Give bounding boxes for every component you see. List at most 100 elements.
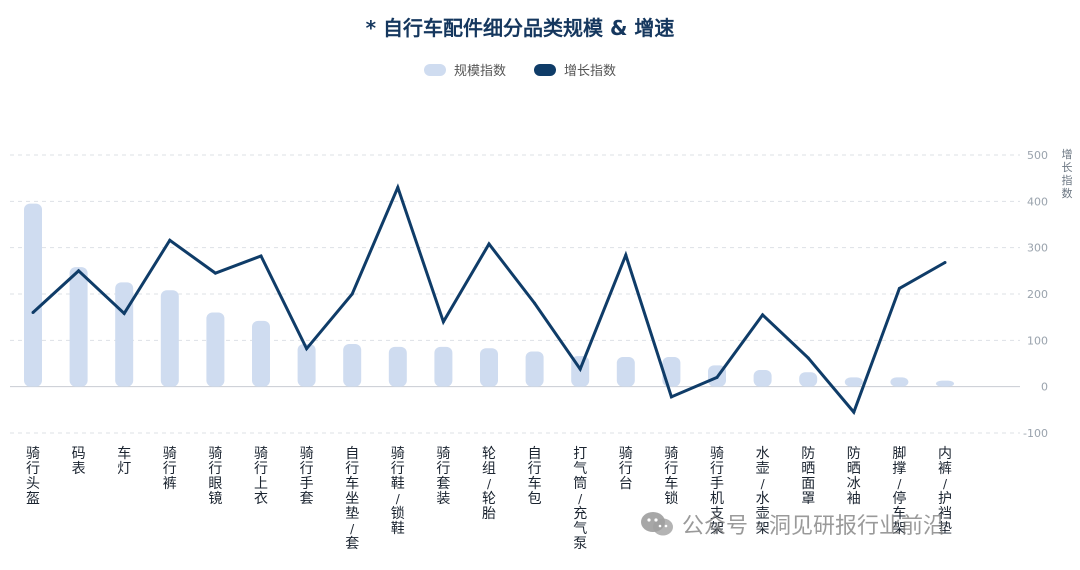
x-tick-label: 骑 [163, 446, 177, 462]
x-tick-label: 头 [26, 476, 40, 492]
x-tick-label: 自 [345, 446, 359, 462]
growth-point [669, 395, 673, 399]
x-tick-label: 机 [710, 491, 724, 507]
x-tick-label: 行 [436, 461, 450, 477]
x-tick-label: 骑 [436, 446, 450, 462]
x-tick-label: 胎 [482, 506, 496, 522]
x-tick-label: 架 [756, 521, 770, 537]
growth-point [624, 253, 628, 257]
x-tick-label: 防 [847, 446, 861, 462]
x-tick-label: 防 [801, 446, 815, 462]
x-tick-label: 包 [528, 491, 542, 507]
x-tick-label: 筒 [573, 475, 587, 492]
growth-point [578, 367, 582, 371]
x-tick-label: 行 [163, 461, 177, 477]
x-tick-label: 鞋 [391, 521, 405, 537]
x-tick-label: 脚 [892, 446, 906, 462]
x-tick-label: 行 [528, 461, 542, 477]
x-tick-label: 晒 [801, 461, 815, 477]
x-tick-label: 车 [345, 475, 359, 492]
x-tick-label: 气 [573, 521, 587, 537]
x-tick-label: 行 [710, 461, 724, 477]
x-tick-label: 架 [710, 521, 724, 537]
x-tick-label: 罩 [801, 491, 815, 507]
growth-point [350, 292, 354, 296]
x-tick-label: 面 [801, 476, 815, 492]
x-tick-label: / [487, 477, 492, 491]
y-axis-title-char: 长 [1062, 161, 1073, 174]
bar [662, 357, 681, 387]
x-tick-label: / [396, 492, 401, 506]
chart-title: * 自行车配件细分品类规模 & 增速 [365, 16, 675, 40]
x-tick-label: 眼 [208, 476, 222, 492]
y-tick-label: 100 [1027, 334, 1048, 347]
x-tick-label: 轮 [482, 446, 496, 462]
bar [297, 344, 316, 387]
bar [434, 346, 453, 387]
x-tick-label: 台 [619, 476, 633, 492]
y-tick-label: 200 [1027, 288, 1048, 301]
x-tick-label: 衣 [254, 491, 268, 507]
watermark-text: 公众号 · 洞见研报行业前沿 [682, 514, 945, 539]
x-tick-label: 轮 [482, 491, 496, 507]
legend-label-scale: 规模指数 [453, 64, 506, 79]
watermark: 公众号 · 洞见研报行业前沿 [640, 508, 945, 540]
bar [388, 346, 407, 387]
x-tick-label: 上 [254, 476, 268, 492]
x-tick-label: 车 [528, 475, 542, 492]
bar [525, 351, 544, 387]
x-tick-label: 手 [710, 476, 724, 492]
growth-point [897, 286, 901, 290]
bar [936, 380, 954, 387]
x-tick-label: 打 [573, 445, 587, 462]
x-tick-label: 装 [436, 491, 450, 507]
bar [160, 290, 179, 387]
growth-point [259, 254, 263, 258]
x-tick-label: 套 [300, 491, 314, 507]
x-tick-label: 壶 [756, 506, 770, 522]
growth-point [122, 311, 126, 315]
x-tick-label: 袖 [847, 491, 861, 507]
x-tick-label: / [350, 522, 355, 536]
x-tick-label: 支 [710, 506, 724, 522]
bar [616, 357, 635, 387]
x-tick-label: 骑 [254, 446, 268, 462]
x-tick-label: 组 [482, 461, 496, 477]
x-tick-label: / [943, 477, 948, 491]
x-tick-label: 骑 [208, 446, 222, 462]
bar [115, 282, 134, 387]
x-tick-label: 表 [72, 461, 86, 477]
x-tick-label: 行 [664, 461, 678, 477]
x-tick-label: 镜 [208, 491, 222, 507]
growth-point [533, 301, 537, 305]
x-tick-label: 裤 [938, 461, 952, 477]
x-tick-label: / [761, 477, 766, 491]
x-tick-label: 裆 [938, 506, 952, 522]
x-tick-label: 骑 [26, 446, 40, 462]
y-tick-label: 0 [1041, 381, 1048, 394]
growth-point [487, 242, 491, 246]
x-tick-label: 行 [391, 461, 405, 477]
x-tick-label: 行 [300, 461, 314, 477]
growth-point [31, 311, 35, 315]
bar [206, 312, 225, 387]
x-tick-label: 手 [300, 476, 314, 492]
x-tick-label: 壶 [756, 461, 770, 477]
growth-point [77, 269, 81, 273]
growth-point [441, 320, 445, 324]
x-tick-label: 护 [938, 491, 952, 507]
x-tick-label: 骑 [619, 446, 633, 462]
y-tick-label: -100 [1023, 427, 1048, 440]
x-tick-label: 内 [938, 446, 952, 462]
x-tick-label: 车 [664, 475, 678, 492]
x-tick-label: 行 [619, 461, 633, 477]
y-axis-title-char: 指 [1062, 173, 1073, 187]
x-tick-label: / [578, 492, 583, 506]
bar [753, 369, 772, 387]
growth-point [213, 271, 217, 275]
x-tick-label: 晒 [847, 461, 861, 477]
wechat-logo-icon [640, 511, 674, 537]
x-tick-label: 行 [208, 461, 222, 477]
x-tick-label: 锁 [664, 491, 678, 507]
